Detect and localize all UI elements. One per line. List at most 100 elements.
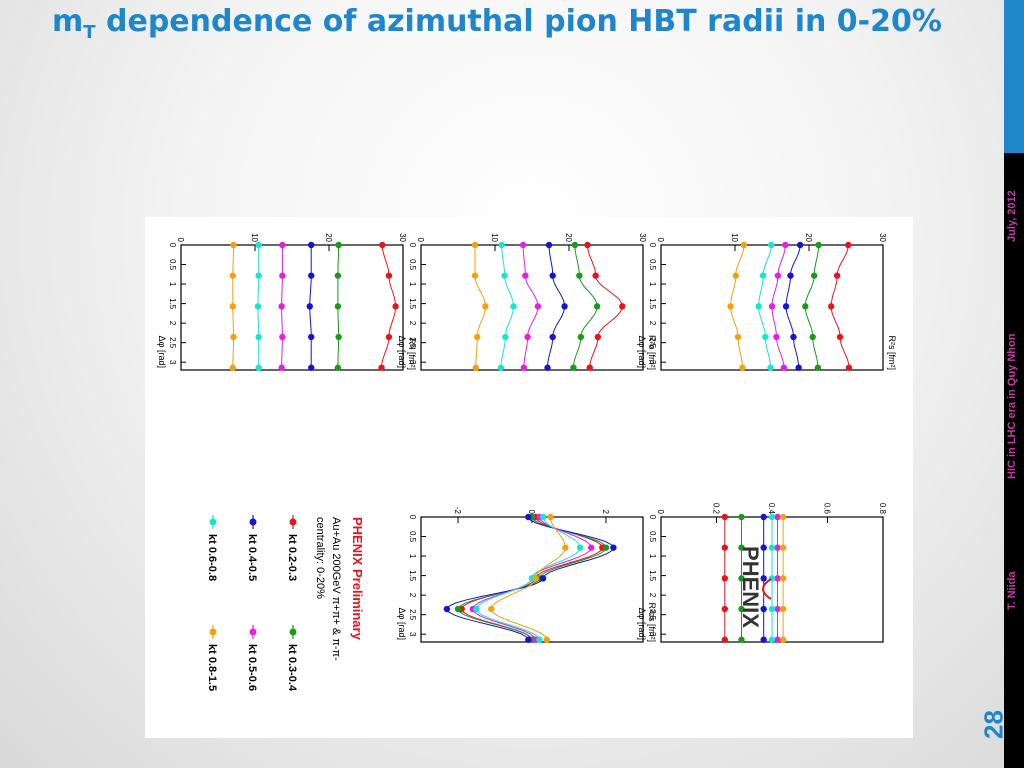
- legend-label: kt 0.3-0.4: [286, 644, 298, 692]
- data-point: [774, 636, 781, 643]
- data-point: [335, 333, 342, 341]
- data-point: [547, 513, 554, 521]
- data-point: [610, 544, 617, 551]
- data-point: [738, 513, 745, 521]
- legend-label: kt 0.4-0.5: [246, 534, 258, 581]
- data-point: [732, 272, 739, 279]
- data-point: [760, 605, 767, 613]
- data-point: [278, 303, 285, 310]
- data-point: [593, 303, 601, 310]
- data-point: [782, 303, 790, 310]
- y-tick-label: 0: [176, 238, 185, 243]
- data-point: [501, 272, 508, 279]
- data-point: [255, 272, 262, 279]
- x-tick-label: 1.5: [408, 570, 417, 582]
- data-point: [755, 303, 762, 310]
- series-line: [490, 516, 566, 640]
- data-point: [497, 364, 505, 371]
- data-point: [539, 513, 547, 521]
- data-point: [809, 333, 816, 341]
- x-tick-label: 2.5: [408, 337, 417, 349]
- data-point: [229, 364, 236, 371]
- data-point: [767, 364, 774, 371]
- data-point: [549, 272, 556, 279]
- x-tick-label: 1: [648, 554, 657, 559]
- y-tick-label: 0: [527, 510, 536, 515]
- y-tick-label: 30: [878, 233, 887, 242]
- x-tick-label: 0: [648, 515, 657, 520]
- legend-label: kt 0.8-1.5: [206, 644, 218, 691]
- data-point: [768, 241, 775, 249]
- phenix-logo-text: PHENIX: [738, 546, 763, 628]
- x-axis-label: Δφ [rad]: [637, 608, 647, 640]
- x-tick-label: 0.5: [168, 259, 177, 271]
- x-tick-label: 1.5: [168, 298, 177, 310]
- data-point: [254, 303, 262, 310]
- y-tick-label: 0.6: [823, 503, 832, 515]
- y-tick-label: 20: [804, 233, 813, 242]
- data-point: [721, 575, 729, 582]
- data-point: [833, 272, 841, 279]
- data-point: [727, 303, 734, 310]
- legend-label: kt 0.6-0.8: [206, 534, 218, 581]
- data-point: [482, 303, 489, 310]
- data-point: [814, 364, 822, 371]
- x-tick-label: 0.5: [648, 259, 657, 271]
- legend-title: PHENIX Preliminary: [350, 517, 365, 641]
- data-point: [520, 364, 528, 371]
- data-point: [779, 605, 787, 613]
- y-tick-label: 0: [656, 238, 665, 243]
- x-tick-label: 1.5: [648, 298, 657, 310]
- data-point: [471, 241, 479, 249]
- data-point: [279, 333, 286, 341]
- data-point: [306, 303, 313, 310]
- data-point: [571, 241, 579, 249]
- series-line: [587, 244, 623, 368]
- x-tick-label: 0.5: [408, 259, 417, 271]
- data-point: [474, 333, 481, 341]
- data-point: [561, 303, 568, 310]
- panel-ratio: 0 0.5 1 1.5 2 2.5 3Δφ [rad] 0 0.2 0.4 0.6 0.8: [637, 503, 887, 643]
- data-point: [774, 544, 781, 551]
- y-axis-label: R²o [fm²]: [647, 335, 657, 370]
- data-point: [335, 241, 342, 249]
- data-point: [760, 544, 767, 551]
- data-point: [229, 272, 236, 279]
- data-point: [760, 575, 767, 582]
- sidebar-accent: [1004, 0, 1024, 153]
- data-point: [780, 364, 788, 371]
- x-tick-label: 2.5: [168, 337, 177, 349]
- data-point: [740, 241, 748, 249]
- data-point: [802, 303, 809, 310]
- data-point: [768, 636, 776, 643]
- data-point: [570, 364, 577, 371]
- y-tick-label: 0.2: [712, 503, 721, 515]
- data-point: [836, 333, 844, 341]
- data-point: [602, 544, 610, 551]
- hbt-figure: 0 0.5 1 1.5 2 2.5 3 Δφ [rad] 0 10 20 30 R²s [fm²] 0 0.…: [145, 217, 913, 738]
- x-tick-label: 2: [408, 593, 417, 598]
- footer-date: July, 2012: [1006, 190, 1018, 242]
- x-tick-label: 0.5: [408, 531, 417, 543]
- data-point: [534, 303, 542, 310]
- x-tick-label: 3: [408, 360, 417, 365]
- data-point: [594, 333, 602, 341]
- x-tick-label: 1.5: [408, 298, 417, 310]
- data-point: [230, 241, 237, 249]
- data-point: [229, 303, 236, 310]
- y-tick-label: 0.4: [767, 503, 776, 515]
- data-point: [768, 303, 776, 310]
- x-tick-label: 1: [648, 282, 657, 287]
- x-tick-label: 2.5: [408, 609, 417, 621]
- data-point: [774, 513, 781, 521]
- legend-label: kt 0.5-0.6: [246, 644, 258, 691]
- data-point: [308, 241, 315, 249]
- panel-frame: [180, 244, 404, 371]
- x-tick-label: 2.5: [648, 609, 657, 621]
- legend-label: kt 0.2-0.3: [286, 534, 298, 581]
- series-line: [572, 244, 598, 368]
- data-point: [845, 364, 853, 371]
